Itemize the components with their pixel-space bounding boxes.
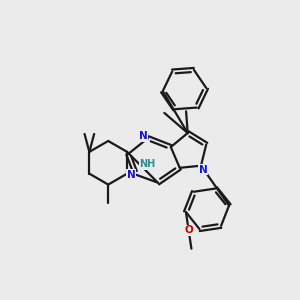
Text: N: N (139, 131, 147, 141)
Text: N: N (127, 170, 136, 180)
Text: O: O (184, 225, 193, 236)
Text: NH: NH (139, 159, 156, 169)
Text: N: N (199, 165, 207, 175)
